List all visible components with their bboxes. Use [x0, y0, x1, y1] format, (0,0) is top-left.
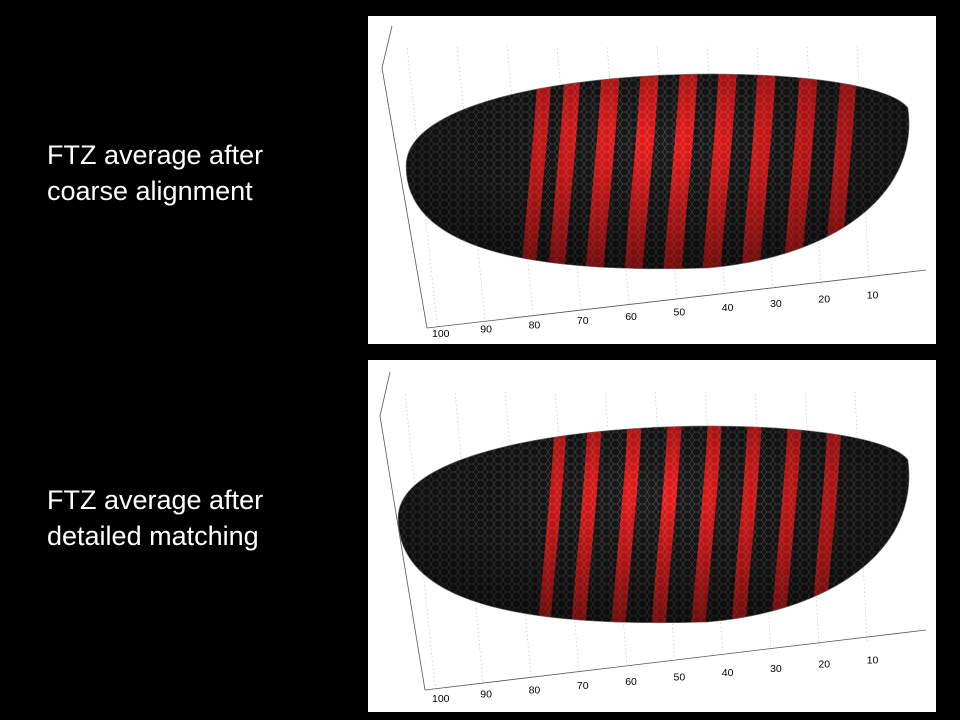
axis-tick-label: 40 — [722, 667, 734, 679]
axis-tick-label: 60 — [625, 311, 637, 323]
embryo-body — [397, 425, 910, 624]
axis-tick-label: 10 — [867, 289, 879, 301]
axis-tick-label: 70 — [577, 315, 589, 327]
axis-frame — [379, 371, 927, 691]
caption-line: detailed matching — [47, 521, 259, 551]
embryo-figure-detailed: 100 90 80 70 60 50 40 30 20 10 — [368, 360, 936, 712]
axis-tick-label: 90 — [480, 324, 492, 336]
caption-line: FTZ average after — [47, 140, 264, 170]
axis-tick-label: 40 — [722, 302, 734, 314]
embryo-plot-coarse: 100 90 80 70 60 50 40 30 20 10 — [381, 25, 927, 340]
axis-tick-label: 80 — [529, 684, 541, 696]
axis-tick-label: 80 — [529, 319, 541, 331]
axis-tick-label: 30 — [770, 663, 782, 675]
axis-tick-label: 50 — [674, 672, 686, 684]
embryo-plot-detailed: 100 90 80 70 60 50 40 30 20 10 — [379, 371, 927, 705]
caption-line: FTZ average after — [47, 485, 264, 515]
axis-tick-label: 70 — [577, 680, 589, 692]
caption-coarse-alignment: FTZ average after coarse alignment — [47, 137, 263, 209]
axis-frame — [381, 25, 927, 329]
axis-tick-label: 20 — [818, 659, 830, 671]
embryo-body — [405, 73, 910, 270]
axis-tick-label: 100 — [432, 328, 450, 340]
axis-tick-label: 50 — [674, 307, 686, 319]
axis-tick-label: 100 — [432, 693, 450, 705]
axis-tick-label: 10 — [867, 654, 879, 666]
caption-detailed-matching: FTZ average after detailed matching — [47, 482, 263, 554]
axis-tick-label: 20 — [818, 294, 830, 306]
axis-tick-label: 30 — [770, 298, 782, 310]
caption-line: coarse alignment — [47, 176, 253, 206]
axis-tick-label: 90 — [480, 689, 492, 701]
axis-tick-label: 60 — [625, 676, 637, 688]
embryo-figure-coarse: 100 90 80 70 60 50 40 30 20 10 — [368, 16, 936, 344]
